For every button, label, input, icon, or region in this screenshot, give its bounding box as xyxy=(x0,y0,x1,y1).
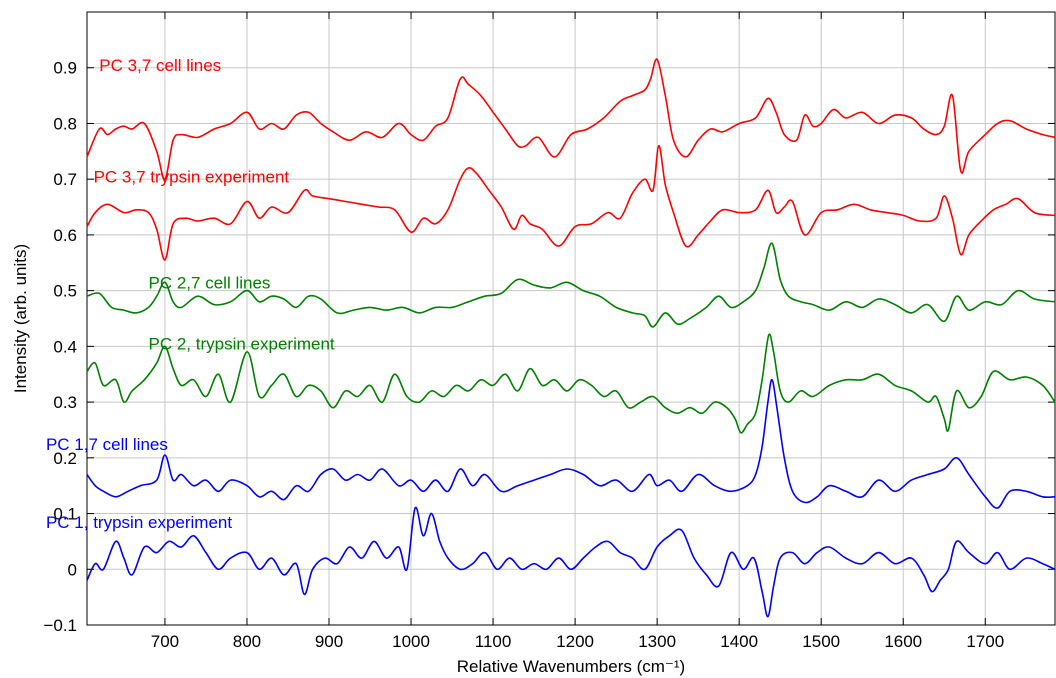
y-tick-label: −0.1 xyxy=(43,616,77,635)
x-tick-label: 1400 xyxy=(720,632,758,651)
x-tick-label: 1200 xyxy=(556,632,594,651)
x-tick-label: 1300 xyxy=(638,632,676,651)
y-tick-label: 0.4 xyxy=(53,337,77,356)
series-lines xyxy=(86,58,1056,618)
x-axis-label: Relative Wavenumbers (cm⁻¹) xyxy=(457,657,685,676)
series-label: PC 3,7 trypsin experiment xyxy=(94,167,290,186)
y-tick-label: 0.2 xyxy=(53,449,77,468)
grid-lines xyxy=(87,12,1055,626)
x-tick-label: 1700 xyxy=(966,632,1004,651)
series-line-pc-3-7-trypsin-experiment xyxy=(86,144,1056,261)
y-tick-label: 0.3 xyxy=(53,393,77,412)
series-label: PC 1, trypsin experiment xyxy=(46,513,232,532)
series-line-pc-1-7-cell-lines xyxy=(86,378,1056,509)
y-axis-label: Intensity (arb. units) xyxy=(11,244,30,393)
series-label: PC 2, trypsin experiment xyxy=(149,335,335,354)
x-tick-label: 1600 xyxy=(884,632,922,651)
y-tick-label: 0 xyxy=(68,560,77,579)
series-annotations: PC 3,7 cell lines PC 3,7 trypsin experime… xyxy=(46,56,335,532)
series-label: PC 1,7 cell lines xyxy=(46,435,168,454)
series-label: PC 2,7 cell lines xyxy=(149,273,271,292)
x-tick-label: 1000 xyxy=(392,632,430,651)
x-tick-label: 800 xyxy=(233,632,261,651)
x-tick-label: 1500 xyxy=(802,632,840,651)
x-tick-labels: 700 800 900 1000 1100 1200 1300 1400 1500 1600 170… xyxy=(151,632,1004,651)
tick-marks xyxy=(87,12,1055,626)
plot-frame xyxy=(86,11,1056,626)
y-tick-label: 0.8 xyxy=(53,114,77,133)
x-tick-label: 900 xyxy=(315,632,343,651)
y-tick-label: 0.7 xyxy=(53,170,77,189)
x-tick-label: 700 xyxy=(151,632,179,651)
y-tick-label: 0.9 xyxy=(53,59,77,78)
series-line-pc-1-trypsin-experiment xyxy=(86,506,1056,618)
series-line-pc-3-7-cell-lines xyxy=(86,58,1056,181)
series-line-pc-2-7-cell-lines xyxy=(86,242,1056,328)
series-label: PC 3,7 cell lines xyxy=(99,56,221,75)
y-tick-labels: −0.1 0 0.1 0.2 0.3 0.4 0.5 0.6 0.7 0.8 0.9 xyxy=(43,59,77,635)
y-tick-label: 0.6 xyxy=(53,226,77,245)
series-line-pc-2-trypsin-experiment xyxy=(86,333,1056,434)
y-tick-label: 0.5 xyxy=(53,282,77,301)
y-tick-label: 0.1 xyxy=(53,505,77,524)
x-tick-label: 1100 xyxy=(475,632,512,651)
